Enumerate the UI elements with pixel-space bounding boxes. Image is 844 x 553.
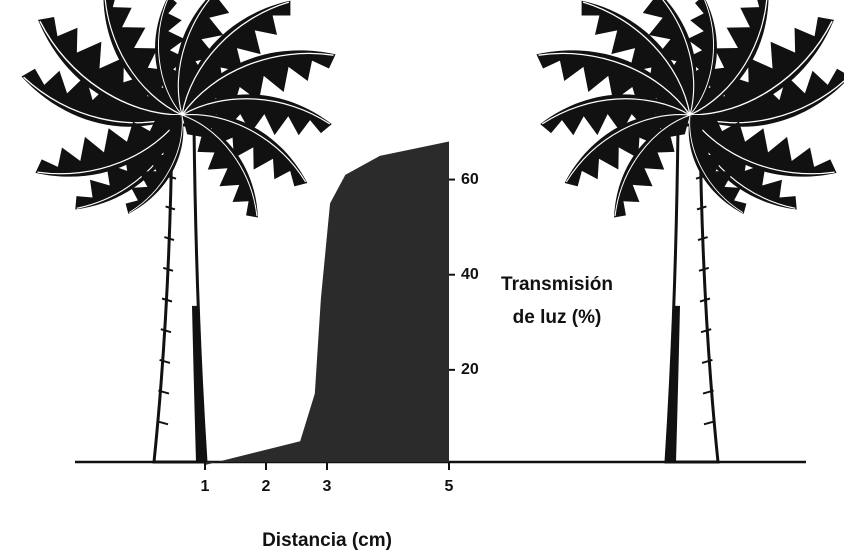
frond-rib — [103, 0, 183, 116]
frond-rib — [565, 114, 691, 183]
trunk-shade — [192, 305, 206, 462]
frond — [639, 0, 697, 116]
frond-leaf — [639, 0, 697, 115]
palm-tree — [536, 0, 844, 464]
frond-rib — [177, 0, 227, 116]
palm-trees — [21, 0, 844, 464]
x-tick-label: 2 — [262, 478, 271, 495]
palm-tree — [21, 0, 336, 464]
frond-rib — [614, 114, 691, 217]
trunk-ring — [697, 236, 708, 242]
trunk-ring — [701, 358, 713, 364]
frond — [125, 114, 184, 214]
trunk-ring — [162, 266, 174, 272]
frond-rib — [181, 114, 258, 217]
frond-rib — [541, 98, 691, 125]
frond-rib — [689, 20, 833, 116]
frond-rib — [645, 0, 695, 116]
frond-rib — [181, 52, 334, 116]
frond-rib — [158, 0, 183, 116]
trunk-ring — [158, 389, 170, 395]
y-tick-label: 40 — [461, 266, 479, 283]
area — [205, 141, 449, 465]
trunk-ring — [159, 358, 171, 364]
frond-rib — [181, 114, 307, 183]
trunk-ring — [696, 205, 707, 211]
frond-leaf — [690, 115, 837, 177]
y-axis-label: de luz (%) — [513, 307, 602, 328]
trunk-ring — [702, 389, 714, 395]
frond-leaf — [540, 94, 690, 136]
y-tick-label: 60 — [461, 171, 479, 188]
frond-rib — [582, 1, 691, 116]
trunk-ring — [161, 297, 173, 303]
frond-rib — [181, 1, 290, 116]
frond-leaf — [614, 115, 690, 218]
trunk-ring — [700, 328, 712, 334]
frond — [540, 94, 691, 136]
trunk-ring — [165, 205, 176, 211]
frond — [688, 114, 747, 214]
y-tick-label: 20 — [461, 361, 479, 378]
y-axis-label: Transmisión — [501, 274, 613, 295]
frond-rib — [538, 52, 691, 116]
trunk-ring — [160, 328, 172, 334]
frond-leaf — [35, 115, 182, 177]
frond-leaf — [688, 115, 747, 214]
frond-leaf — [175, 0, 233, 115]
x-axis-label: Distancia (cm) — [262, 530, 392, 551]
frond-leaf — [182, 115, 258, 218]
trunk-ring — [164, 236, 175, 242]
frond-leaf — [125, 115, 184, 214]
x-tick-label: 3 — [323, 478, 332, 495]
frond — [181, 94, 332, 136]
trunk-ring — [699, 297, 711, 303]
frond-rib — [128, 114, 183, 214]
frond-rib — [181, 98, 331, 125]
trunk-ring — [698, 266, 710, 272]
x-tick-label: 5 — [445, 478, 454, 495]
x-tick-label: 1 — [201, 478, 210, 495]
trunk-shade — [666, 305, 680, 462]
frond-rib — [689, 0, 769, 116]
frond-leaf — [182, 94, 332, 136]
frond-rib — [689, 114, 744, 214]
frond — [181, 114, 258, 218]
frond-rib — [39, 20, 183, 116]
trunk-ring — [703, 420, 716, 426]
frond — [175, 0, 233, 116]
frond — [614, 114, 691, 218]
trunk-ring — [156, 420, 169, 426]
frond-rib — [689, 0, 714, 116]
